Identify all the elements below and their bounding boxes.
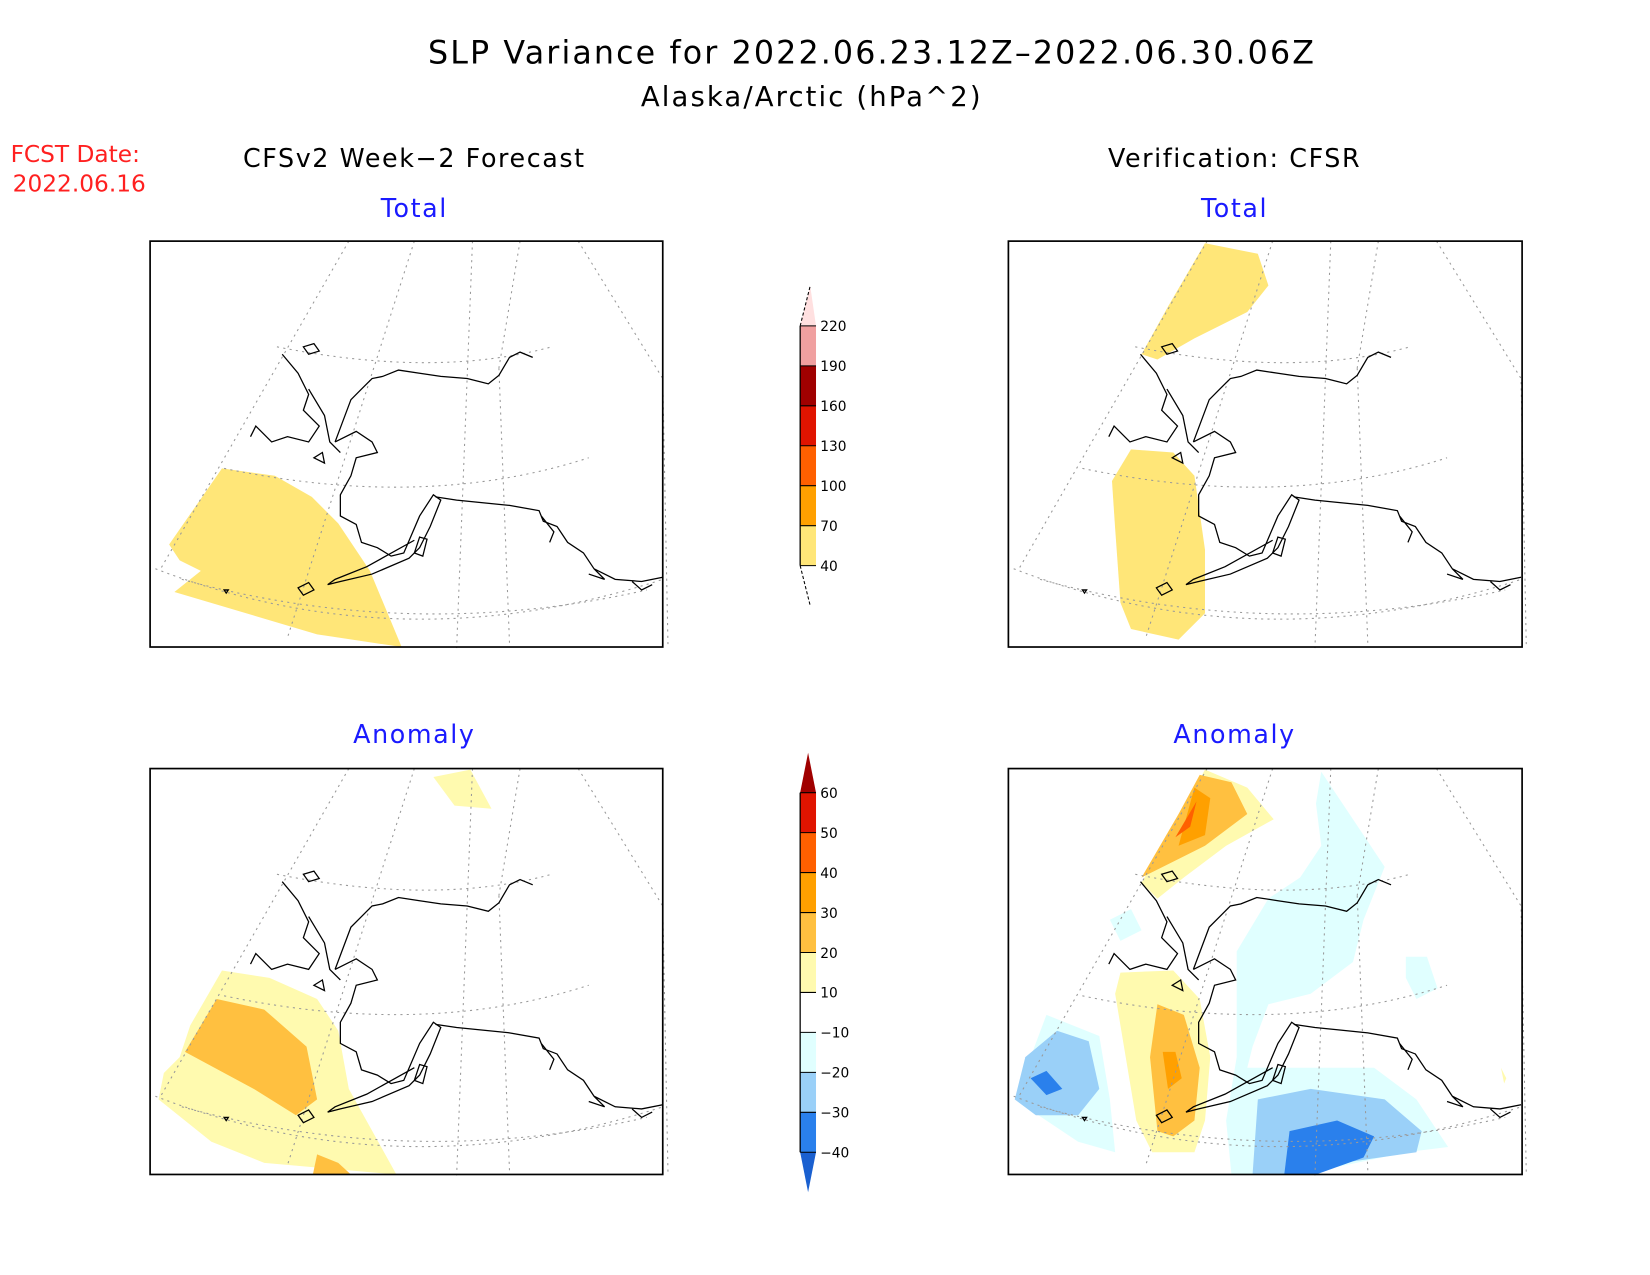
colorbar-tick-label: −10: [820, 1026, 849, 1042]
shade-neg10-neg20: [1109, 909, 1142, 941]
panel-title-forecast-total: Total: [380, 193, 448, 223]
colorbar-tick-label: 160: [820, 399, 846, 415]
map-frame: [149, 767, 664, 1176]
figure-title: SLP Variance for 2022.06.23.12Z–2022.06.…: [428, 36, 1316, 72]
colorbar-tick-label: −20: [820, 1066, 849, 1082]
colorbar-tick-label: 60: [820, 786, 837, 802]
colorbar-segment: [800, 525, 817, 566]
fcst-date-label: FCST Date:: [11, 141, 140, 168]
map-verification-anomaly: [1007, 767, 1527, 1177]
colorbar-segment: [800, 485, 817, 526]
panel-title-verification-anomaly: Anomaly: [1173, 719, 1295, 749]
colorbar-tick-label: 30: [820, 906, 837, 922]
colorbar-segment: [800, 872, 817, 913]
shade-neg10-neg20: [1226, 771, 1449, 1175]
colorbar-segment: [800, 1032, 817, 1073]
map-frame: [149, 240, 664, 648]
colorbar-segment: [800, 832, 817, 873]
map-frame: [1007, 767, 1523, 1176]
colorbar-tick-label: 70: [820, 519, 837, 535]
shade-40-70: [1141, 243, 1269, 360]
map-frame: [1007, 240, 1523, 648]
colorbar-segment: [800, 1072, 817, 1113]
colorbar-tick-label: −40: [820, 1146, 849, 1162]
shade-30-40: [1162, 1051, 1182, 1089]
panel-title-verification-total: Total: [1200, 193, 1268, 223]
figure-subtitle: Alaska/Arctic (hPa^2): [641, 81, 983, 113]
forecast-column-title: CFSv2 Week−2 Forecast: [243, 143, 586, 173]
shade-neg30-neg40: [1284, 1120, 1375, 1175]
colorbar-segment: [800, 952, 817, 993]
colorbar-tick-label: 100: [820, 479, 846, 495]
colorbar-segment: [800, 992, 817, 1033]
colorbar-segment: [800, 405, 817, 446]
colorbar-tick-label: 10: [820, 986, 837, 1002]
shade-neg30-neg40: [1030, 1070, 1063, 1096]
colorbar-upper-extension: [800, 285, 817, 326]
basemap-coastline: [1013, 240, 1527, 649]
colorbar-segment: [800, 912, 817, 953]
shade-10-20: [1500, 1067, 1507, 1084]
colorbar-lower-extension: [800, 1152, 817, 1193]
total-colorbar: 40 70 100 130 160 190 220: [799, 285, 846, 606]
colorbar-tick-label: 20: [820, 946, 837, 962]
colorbar-tick-label: 50: [820, 826, 837, 842]
colorbar-tick-label: 40: [820, 866, 837, 882]
shade-neg10-neg20: [1405, 956, 1438, 999]
shade-neg20-neg30: [1014, 1030, 1100, 1116]
colorbar-segment: [800, 365, 817, 406]
shade-30-40: [1178, 787, 1211, 846]
colorbar-tick-label: −30: [820, 1106, 849, 1122]
colorbar-tick-label: 40: [820, 559, 837, 575]
shade-40-70: [169, 468, 402, 648]
fcst-date-value: 2022.06.16: [13, 170, 146, 197]
shade-20-30: [184, 998, 318, 1116]
colorbar-tick-label: 130: [820, 439, 846, 455]
shade-10-20: [433, 769, 492, 809]
colorbar-upper-extension: [800, 752, 817, 793]
colorbar-tick-label: 220: [820, 319, 846, 335]
panel-title-forecast-anomaly: Anomaly: [353, 719, 475, 749]
verification-column-title: Verification: CFSR: [1108, 143, 1361, 173]
shade-40-70: [1111, 449, 1205, 640]
map-forecast-anomaly: [149, 767, 669, 1177]
shade-20-30: [312, 1154, 351, 1175]
map-forecast-total: [149, 240, 669, 649]
colorbar-tick-label: 190: [820, 359, 846, 375]
colorbar-extension-outline: [799, 285, 811, 606]
colorbar-segment: [800, 1112, 817, 1153]
colorbar-segment: [800, 792, 817, 833]
map-verification-total: [1007, 240, 1527, 649]
anomaly-colorbar: −40 −30 −20 −10 10 20 30 40 50 60: [799, 752, 849, 1193]
colorbar-segment: [800, 445, 817, 486]
colorbar-segment: [800, 325, 817, 366]
